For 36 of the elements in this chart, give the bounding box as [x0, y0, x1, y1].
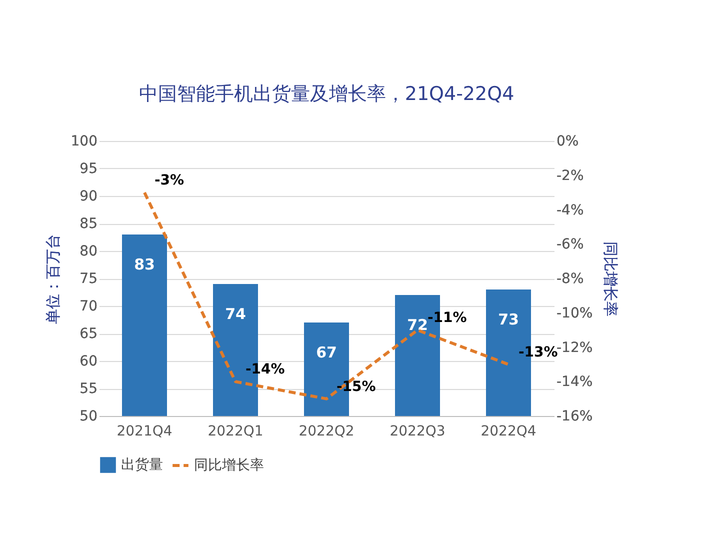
- y2-tick-label: -16%: [556, 408, 593, 424]
- y-tick-label: 70: [80, 298, 98, 314]
- x-tick-label: 2022Q2: [298, 424, 354, 440]
- legend-label: 出货量: [121, 457, 163, 473]
- y2-tick-label: -6%: [556, 236, 584, 253]
- y-axis-title: 单位：百万台: [44, 234, 62, 324]
- data-label: 83: [134, 256, 155, 274]
- x-tick-label: 2022Q3: [390, 424, 446, 440]
- data-label: 73: [498, 310, 519, 328]
- y-tick-label: 100: [70, 134, 98, 150]
- data-label: 72: [407, 316, 428, 334]
- data-label: -3%: [154, 172, 184, 189]
- x-tick-label: 2021Q4: [116, 424, 172, 440]
- y2-axis-title: 同比增长率: [602, 242, 620, 316]
- y-tick-label: 75: [80, 271, 98, 287]
- legend-label: 同比增长率: [194, 458, 264, 474]
- chart-title: 中国智能手机出货量及增长率，21Q4-22Q4: [138, 83, 514, 105]
- y-tick-label: 60: [80, 354, 98, 370]
- y-tick-label: 55: [80, 381, 98, 397]
- y2-tick-label: -12%: [556, 340, 593, 356]
- y-tick-label: 90: [80, 188, 98, 204]
- y2-tick-label: -8%: [556, 271, 584, 287]
- y-tick-label: 80: [80, 244, 98, 260]
- y-tick-label: 95: [80, 161, 98, 177]
- y2-tick-label: -14%: [556, 374, 593, 390]
- x-tick-label: 2022Q4: [480, 424, 536, 440]
- data-label: 74: [225, 305, 246, 323]
- y2-tick-label: 0%: [556, 134, 579, 150]
- y-tick-label: 50: [80, 408, 98, 424]
- y2-tick-label: -2%: [556, 168, 584, 184]
- data-label: 67: [316, 344, 337, 362]
- y-tick-label: 65: [80, 326, 98, 342]
- y2-tick-label: -10%: [556, 305, 593, 322]
- y2-tick-label: -4%: [556, 202, 584, 218]
- x-tick-label: 2022Q1: [208, 424, 264, 440]
- y-tick-label: 85: [80, 216, 98, 232]
